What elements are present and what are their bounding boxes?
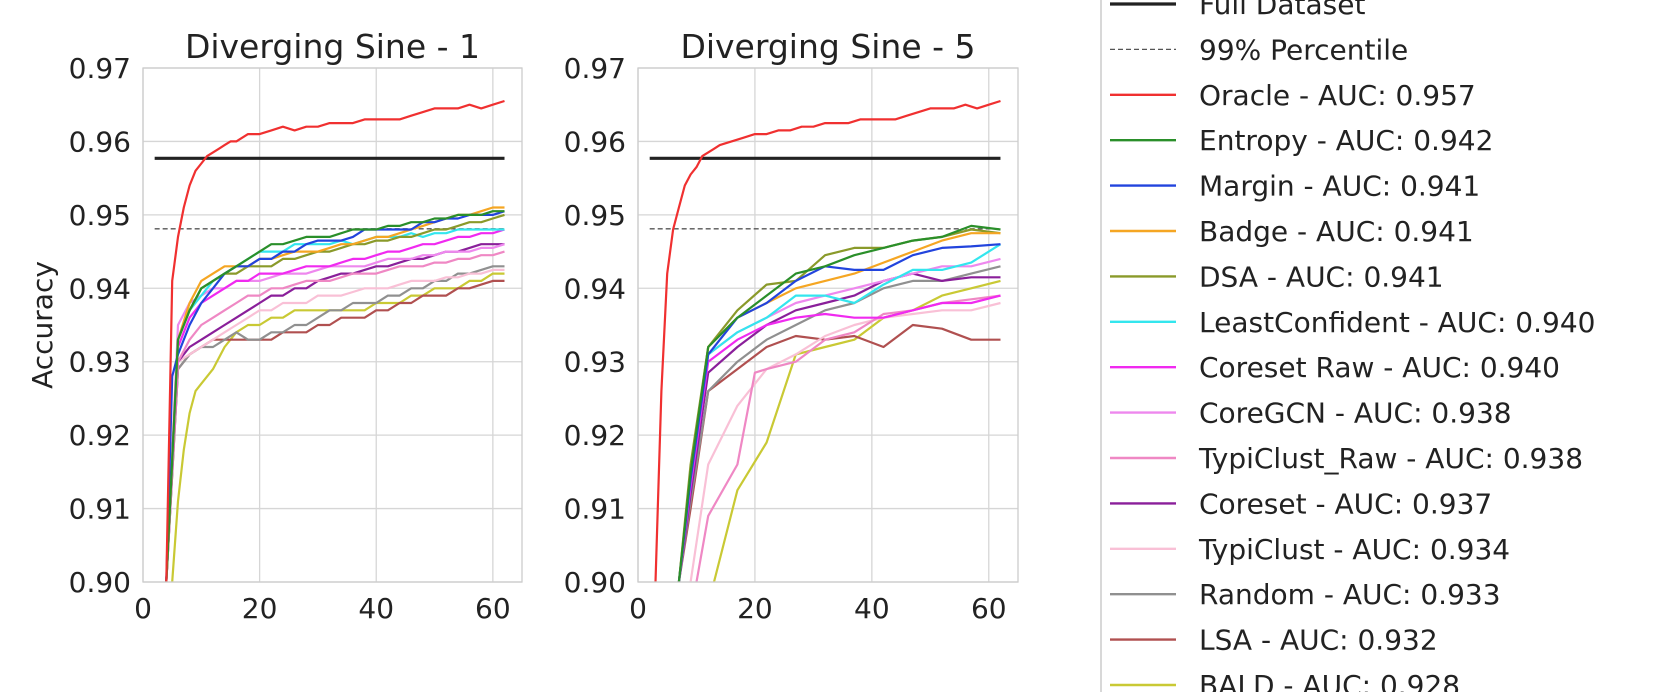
y-tick-label: 0.91: [69, 493, 131, 526]
legend-label: TypiClust - AUC: 0.934: [1198, 533, 1510, 566]
x-tick-label: 20: [737, 592, 773, 625]
legend-label: Coreset - AUC: 0.937: [1199, 487, 1492, 520]
series-line-typiclust: [165, 268, 505, 582]
chart-title: Diverging Sine - 1: [185, 27, 480, 66]
plot-frame: [142, 67, 523, 583]
legend-label: LeastConfident - AUC: 0.940: [1199, 306, 1595, 339]
chart-panel-2: 0.90 0.91 0.92 0.93 0.94 0.95 0.96 0.97 0 20 40 60 D…: [564, 27, 1019, 625]
series-line-random: [165, 265, 505, 582]
series-line-oracle: [654, 99, 1001, 582]
y-tick-label: 0.96: [69, 125, 131, 158]
legend-item-random-auc-0-933: Random - AUC: 0.933: [1110, 578, 1501, 611]
legend-label: LSA - AUC: 0.932: [1199, 624, 1438, 657]
series-line-typiclust: [689, 301, 1001, 582]
series-line-coreset-raw: [165, 228, 505, 582]
series-line-bald: [171, 272, 505, 582]
y-tick-label: 0.94: [69, 272, 131, 305]
chart-panel-1: 0.90 0.91 0.92 0.93 0.94 0.95 0.96 0.97 0 20 40 60 D…: [26, 27, 523, 625]
legend-label: Oracle - AUC: 0.957: [1199, 79, 1476, 112]
legend-item-badge-auc-0-941: Badge - AUC: 0.941: [1110, 215, 1474, 248]
legend-item-typiclust-auc-0-934: TypiClust - AUC: 0.934: [1110, 533, 1510, 566]
series-line-lsa: [677, 323, 1001, 582]
series-line-coreset: [677, 272, 1001, 582]
legend-label: Random - AUC: 0.933: [1199, 578, 1501, 611]
y-tick-label: 0.96: [564, 125, 626, 158]
series-line-bald: [712, 279, 1001, 582]
y-tick-label: 0.92: [69, 419, 131, 452]
legend-label: TypiClust_Raw - AUC: 0.938: [1198, 442, 1583, 475]
chart-title: Diverging Sine - 5: [680, 27, 975, 66]
legend-item-dsa-auc-0-941: DSA - AUC: 0.941: [1110, 260, 1444, 293]
legend-item-coreset-auc-0-937: Coreset - AUC: 0.937: [1110, 487, 1492, 520]
x-tick-label: 40: [358, 592, 394, 625]
legend-item-typiclust-raw-auc-0-938: TypiClust_Raw - AUC: 0.938: [1110, 442, 1583, 475]
data-layer: [154, 99, 505, 582]
y-tick-label: 0.92: [564, 419, 626, 452]
series-line-typiclust-raw: [165, 250, 505, 582]
series-line-entropy: [677, 224, 1001, 582]
x-tick-label: 60: [971, 592, 1007, 625]
x-tick-label: 0: [629, 592, 647, 625]
legend: Full Dataset 99% Percentile Oracle - AUC: …: [1100, 0, 1595, 692]
y-tick-label: 0.90: [564, 566, 626, 599]
legend-item-bald-auc-0-928: BALD - AUC: 0.928: [1110, 669, 1460, 692]
legend-label: Margin - AUC: 0.941: [1199, 170, 1480, 203]
x-tick-label: 60: [475, 592, 511, 625]
legend-label: Badge - AUC: 0.941: [1199, 215, 1474, 248]
legend-item-margin-auc-0-941: Margin - AUC: 0.941: [1110, 170, 1480, 203]
data-layer: [649, 99, 1002, 582]
legend-item-99-percentile: 99% Percentile: [1110, 33, 1408, 66]
legend-label: Coreset Raw - AUC: 0.940: [1199, 351, 1560, 384]
y-tick-label: 0.93: [564, 346, 626, 379]
legend-item-entropy-auc-0-942: Entropy - AUC: 0.942: [1110, 124, 1493, 157]
plot-frame: [637, 67, 1019, 583]
y-tick-label: 0.95: [69, 199, 131, 232]
legend-label: 99% Percentile: [1199, 33, 1408, 66]
legend-label: CoreGCN - AUC: 0.938: [1199, 397, 1512, 430]
legend-label: Full Dataset: [1199, 0, 1365, 21]
y-tick-label: 0.97: [564, 52, 626, 85]
legend-label: DSA - AUC: 0.941: [1199, 260, 1444, 293]
x-tick-label: 20: [242, 592, 278, 625]
y-tick-label: 0.94: [564, 272, 626, 305]
legend-label: BALD - AUC: 0.928: [1199, 669, 1460, 692]
series-line-lsa: [165, 279, 505, 582]
legend-item-oracle-auc-0-957: Oracle - AUC: 0.957: [1110, 79, 1476, 112]
legend-item-coregcn-auc-0-938: CoreGCN - AUC: 0.938: [1110, 397, 1512, 430]
y-tick-label: 0.91: [564, 493, 626, 526]
x-tick-label: 40: [854, 592, 890, 625]
y-tick-label: 0.95: [564, 199, 626, 232]
y-tick-label: 0.90: [69, 566, 131, 599]
series-line-entropy: [165, 210, 505, 582]
y-axis-label: Accuracy: [26, 261, 59, 389]
legend-item-coreset-raw-auc-0-940: Coreset Raw - AUC: 0.940: [1110, 351, 1560, 384]
y-tick-label: 0.97: [69, 52, 131, 85]
legend-item-full-dataset: Full Dataset: [1110, 0, 1365, 21]
legend-item-lsa-auc-0-932: LSA - AUC: 0.932: [1110, 624, 1438, 657]
legend-item-leastconfident-auc-0-940: LeastConfident - AUC: 0.940: [1110, 306, 1595, 339]
x-tick-label: 0: [134, 592, 152, 625]
y-tick-label: 0.93: [69, 346, 131, 379]
legend-label: Entropy - AUC: 0.942: [1199, 124, 1493, 157]
series-line-oracle: [165, 99, 505, 582]
